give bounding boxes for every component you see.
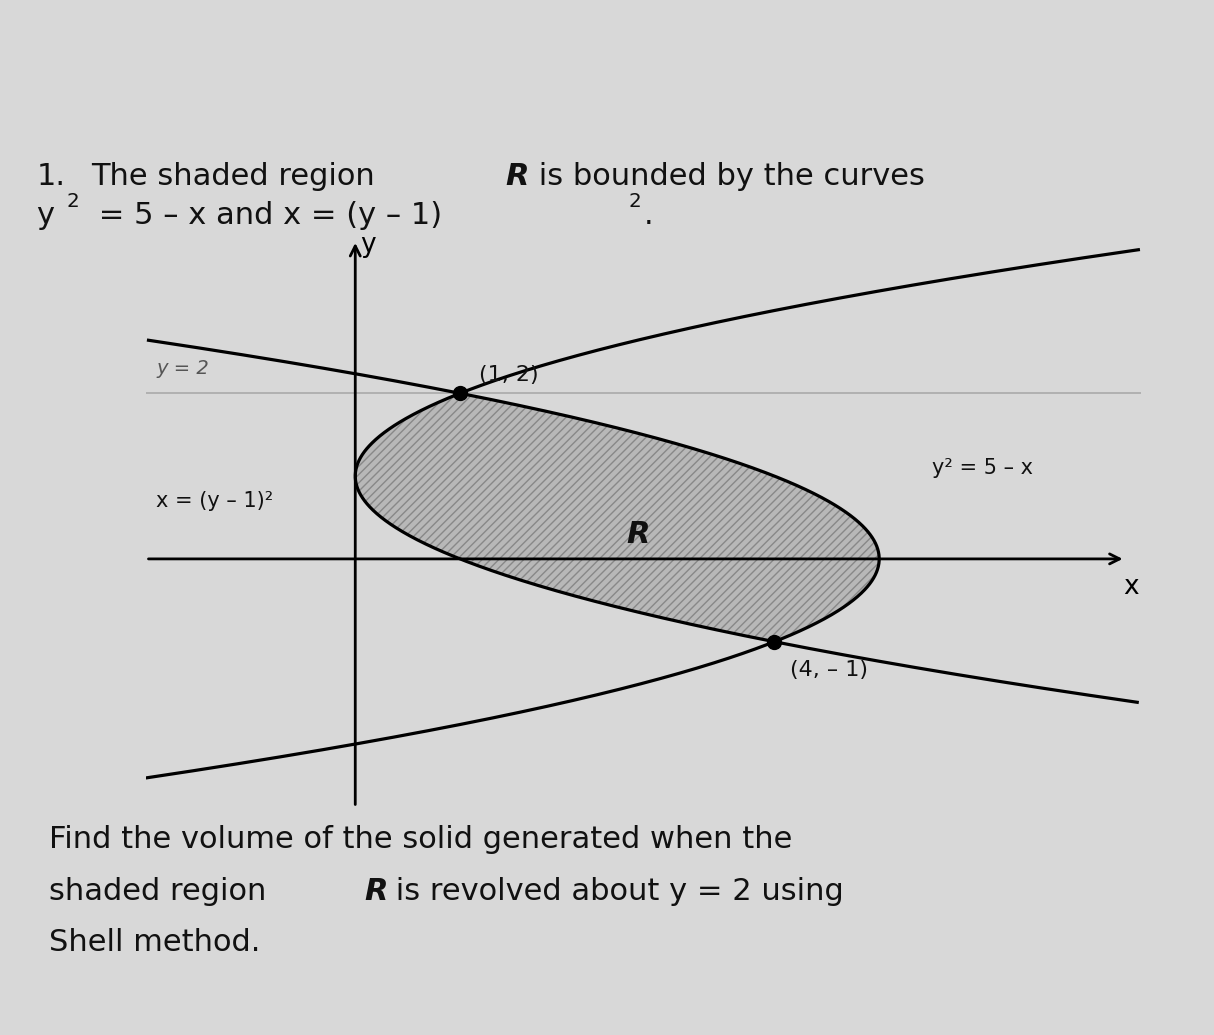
Text: (1, 2): (1, 2) [478, 365, 539, 385]
Text: The shaded region: The shaded region [91, 162, 385, 191]
Text: (4, – 1): (4, – 1) [790, 660, 868, 680]
Text: 2: 2 [629, 193, 642, 211]
Text: is revolved about y = 2 using: is revolved about y = 2 using [386, 877, 844, 906]
Text: R: R [364, 877, 387, 906]
Text: R: R [505, 162, 528, 191]
Text: x: x [1123, 573, 1139, 600]
Text: 1.: 1. [36, 162, 66, 191]
Text: y² = 5 – x: y² = 5 – x [931, 457, 1033, 478]
Text: y = 2: y = 2 [157, 359, 209, 379]
Text: x = (y – 1)²: x = (y – 1)² [157, 491, 273, 511]
Text: Shell method.: Shell method. [49, 928, 260, 957]
Text: shaded region: shaded region [49, 877, 276, 906]
Text: = 5 – x and x = (y – 1): = 5 – x and x = (y – 1) [89, 201, 442, 230]
Text: y: y [36, 201, 55, 230]
Text: 2: 2 [67, 193, 80, 211]
Text: y: y [361, 232, 375, 258]
Text: .: . [643, 201, 653, 230]
Text: Find the volume of the solid generated when the: Find the volume of the solid generated w… [49, 825, 792, 854]
Text: is bounded by the curves: is bounded by the curves [529, 162, 925, 191]
Text: R: R [626, 520, 649, 549]
